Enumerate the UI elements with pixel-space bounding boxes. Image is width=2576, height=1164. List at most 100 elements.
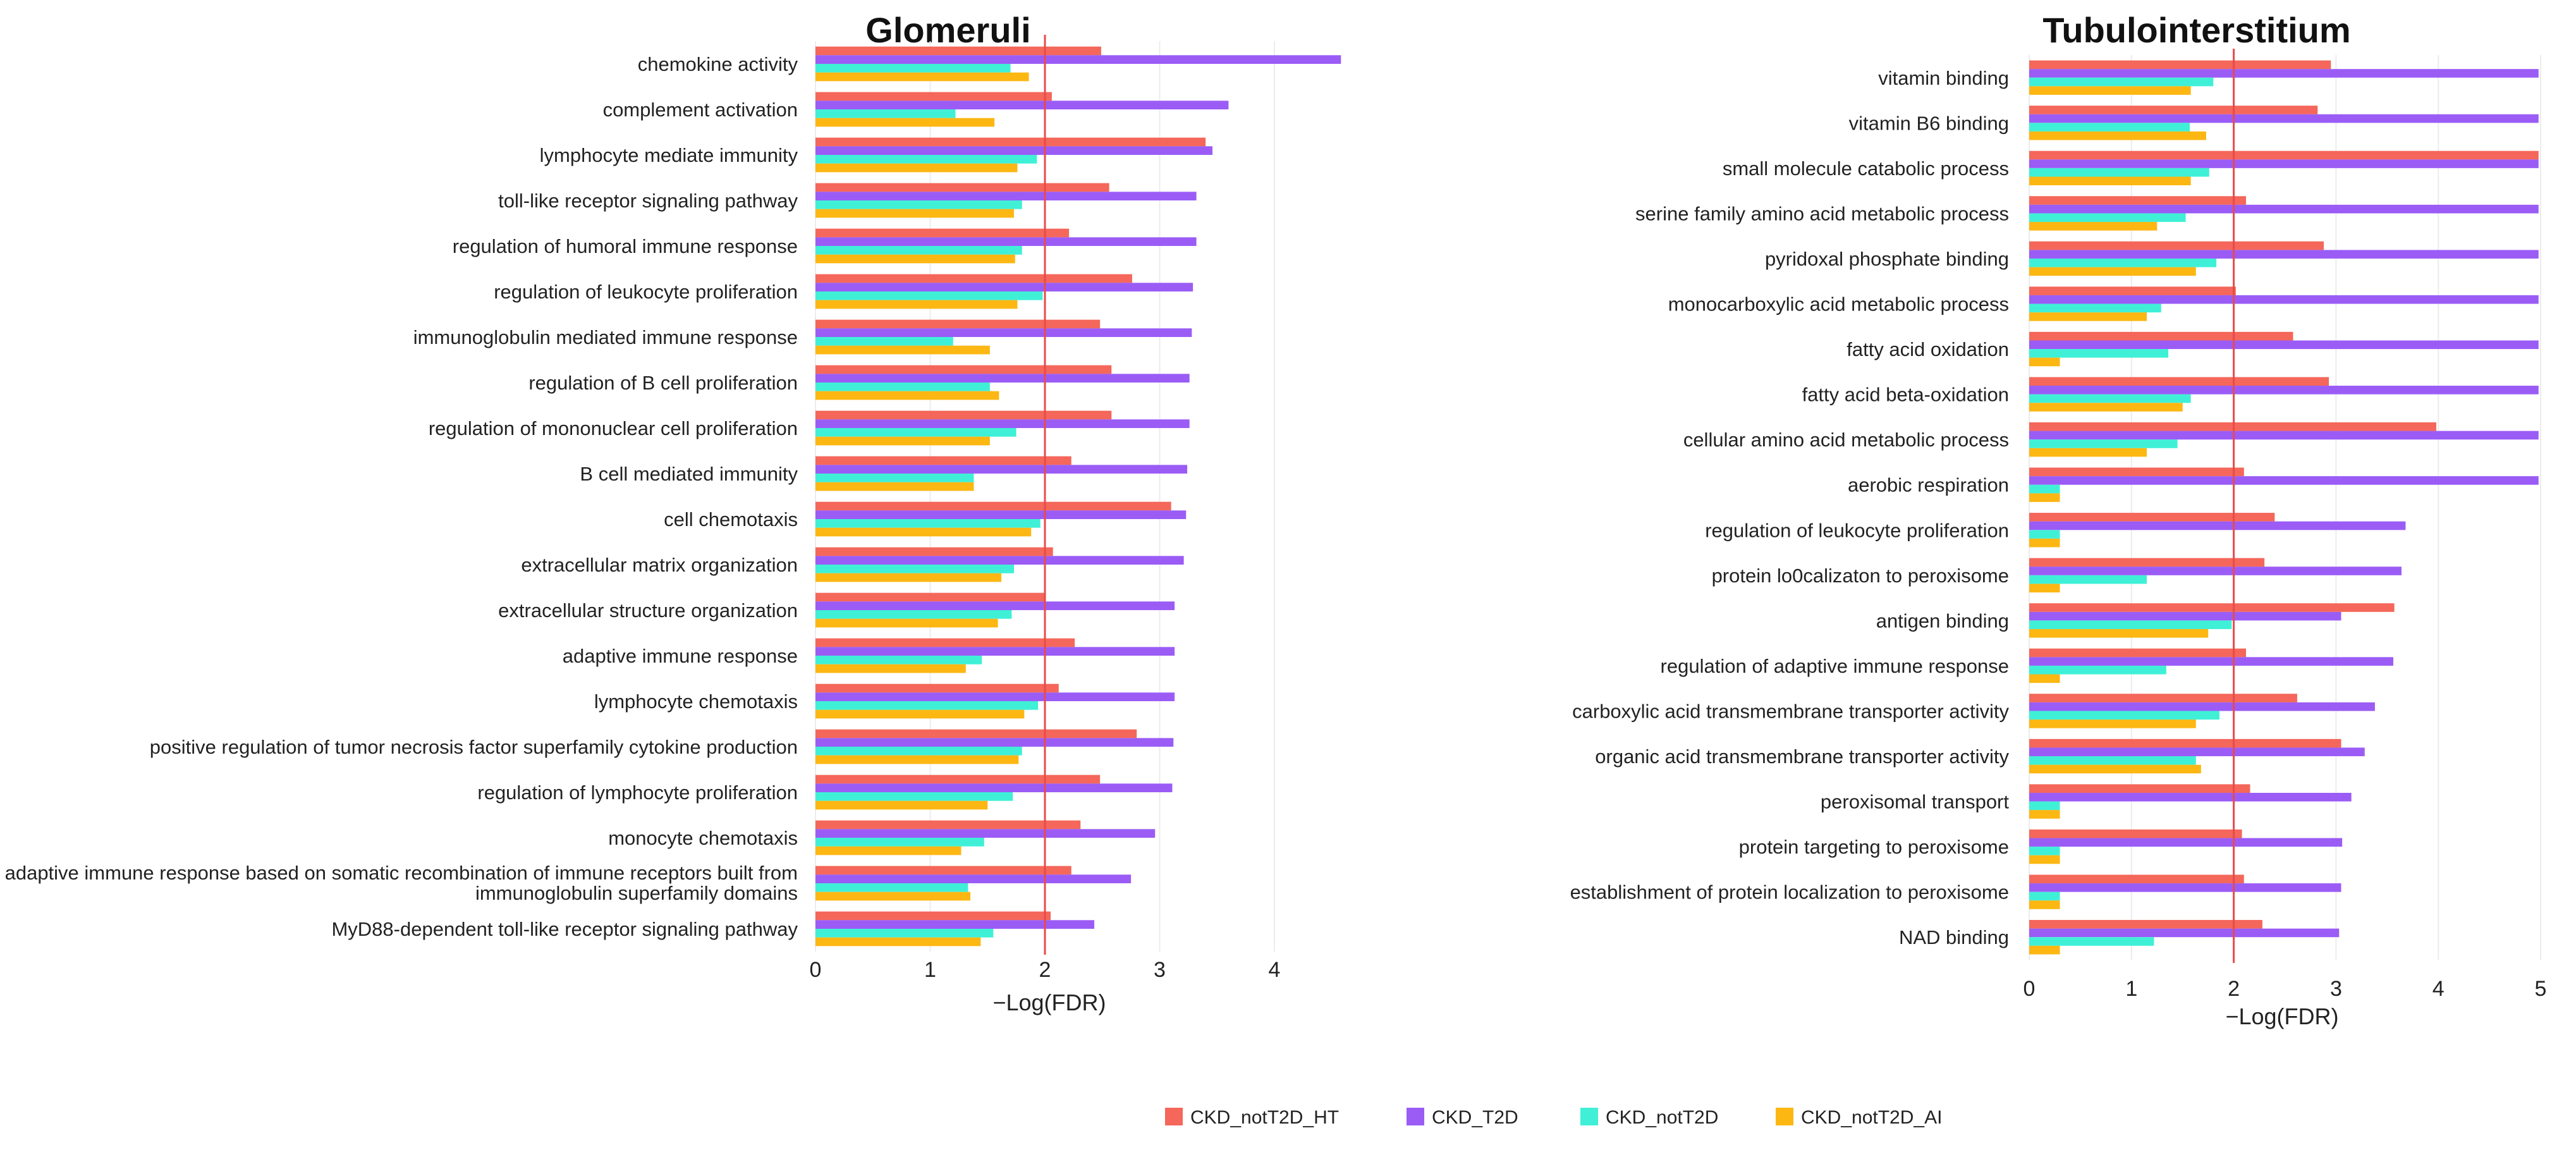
bar-ckd-nott2d-ht-15 <box>815 683 1059 693</box>
bar-ckd-t2d-8 <box>2029 386 2539 395</box>
bar-ckd-nott2d-15 <box>815 701 1039 710</box>
bar-ckd-t2d-13 <box>2029 611 2341 621</box>
bar-ckd-nott2d-ai-18 <box>2029 855 2060 864</box>
category-label: establishment of protein localization to… <box>1570 881 2009 904</box>
bar-ckd-nott2d-ht-16 <box>2029 738 2341 748</box>
bar-ckd-nott2d-4 <box>2029 213 2186 223</box>
bar-ckd-nott2d-20 <box>2029 937 2154 946</box>
bar-ckd-t2d-10 <box>815 465 1188 474</box>
bar-ckd-t2d-14 <box>815 647 1175 656</box>
bar-ckd-nott2d-ai-4 <box>815 209 1014 218</box>
bar-ckd-nott2d-ai-15 <box>815 709 1025 719</box>
bar-ckd-nott2d-ht-10 <box>815 456 1071 465</box>
bar-ckd-nott2d-9 <box>815 428 1016 437</box>
bar-ckd-nott2d-3 <box>815 155 1037 164</box>
category-label: toll-like receptor signaling pathway <box>498 190 798 212</box>
bar-ckd-nott2d-ai-11 <box>815 527 1032 537</box>
category-label: extracellular matrix organization <box>521 554 798 576</box>
category-label: cellular amino acid metabolic process <box>1683 429 2009 451</box>
bar-ckd-nott2d-ht-10 <box>2029 467 2244 477</box>
category-label: fatty acid beta-oxidation <box>1802 384 2009 406</box>
bar-ckd-nott2d-ht-20 <box>815 911 1051 921</box>
bar-ckd-nott2d-ai-3 <box>2029 176 2191 186</box>
category-label: extracellular structure organization <box>498 599 798 622</box>
bar-ckd-t2d-1 <box>2029 69 2539 78</box>
legend-label-ckd-nott2d: CKD_notT2D <box>1606 1107 1718 1128</box>
bar-ckd-nott2d-9 <box>2029 439 2178 448</box>
category-label-line: immunoglobulin superfamily domains <box>475 882 798 904</box>
glomeruli-panel: Glomeruli chemokine activity complement ac… <box>5 10 1341 1015</box>
bar-ckd-nott2d-15 <box>2029 711 2219 720</box>
category-label: aerobic respiration <box>1848 474 2009 496</box>
x-tick-label: 3 <box>1154 958 1166 982</box>
legend-swatch-ckd-nott2d-ai <box>1776 1108 1793 1125</box>
bar-ckd-nott2d-ai-3 <box>815 163 1018 173</box>
bar-ckd-nott2d-ht-1 <box>2029 60 2331 70</box>
bar-ckd-t2d-20 <box>815 920 1095 929</box>
bar-ckd-nott2d-17 <box>2029 801 2060 811</box>
category-label: carboxylic acid transmembrane transporte… <box>1572 700 2009 722</box>
bar-ckd-nott2d-8 <box>815 383 990 391</box>
bar-ckd-nott2d-ai-5 <box>2029 267 2196 276</box>
bar-ckd-nott2d-12 <box>815 565 1014 573</box>
bar-ckd-t2d-16 <box>815 738 1174 747</box>
category-label: monocarboxylic acid metabolic process <box>1668 293 2009 316</box>
category-label: lymphocyte mediate immunity <box>540 144 798 166</box>
bar-ckd-t2d-20 <box>2029 928 2340 938</box>
bar-ckd-nott2d-ai-9 <box>2029 448 2147 457</box>
x-tick-label: 0 <box>810 958 822 982</box>
bar-ckd-nott2d-ht-17 <box>2029 784 2250 793</box>
bar-ckd-nott2d-ai-8 <box>2029 403 2183 412</box>
bar-ckd-nott2d-ht-16 <box>815 729 1137 738</box>
bar-ckd-nott2d-2 <box>2029 123 2190 132</box>
legend-swatch-ckd-nott2d-ht <box>1165 1108 1183 1125</box>
bar-ckd-nott2d-ai-19 <box>2029 900 2060 909</box>
bar-ckd-nott2d-ht-1 <box>815 46 1101 56</box>
category-label: regulation of lymphocyte proliferation <box>477 781 798 804</box>
bar-ckd-nott2d-ai-10 <box>2029 493 2060 502</box>
x-tick-label: 1 <box>924 958 936 982</box>
bar-ckd-nott2d-14 <box>815 656 982 665</box>
bar-ckd-nott2d-ai-11 <box>2029 538 2060 548</box>
category-label: regulation of B cell proliferation <box>528 372 798 394</box>
bar-ckd-nott2d-ai-6 <box>815 300 1018 309</box>
bar-ckd-nott2d-ht-17 <box>815 775 1101 784</box>
bar-ckd-nott2d-ai-13 <box>815 618 998 628</box>
bar-ckd-nott2d-11 <box>815 519 1041 528</box>
bar-ckd-nott2d-ht-18 <box>815 820 1081 830</box>
bar-ckd-nott2d-ai-20 <box>2029 945 2060 955</box>
bar-ckd-t2d-11 <box>815 510 1187 519</box>
category-label: positive regulation of tumor necrosis fa… <box>150 736 798 758</box>
bar-ckd-t2d-7 <box>815 328 1192 337</box>
chart-title: Tubulointerstitium <box>2042 10 2350 50</box>
bar-ckd-nott2d-ai-1 <box>2029 86 2191 95</box>
bar-ckd-nott2d-13 <box>815 610 1012 619</box>
bar-ckd-nott2d-5 <box>815 246 1022 255</box>
bar-ckd-nott2d-ai-18 <box>815 846 961 855</box>
bar-ckd-nott2d-ht-14 <box>815 638 1075 647</box>
bar-ckd-nott2d-ai-7 <box>2029 357 2060 367</box>
category-label: regulation of humoral immune response <box>453 235 798 257</box>
bar-ckd-t2d-2 <box>815 101 1229 109</box>
bar-ckd-nott2d-19 <box>815 883 968 892</box>
bar-ckd-nott2d-ht-18 <box>2029 829 2242 838</box>
category-label: antigen binding <box>1876 610 2009 632</box>
legend-swatch-ckd-t2d <box>1407 1108 1424 1125</box>
category-label: immunoglobulin mediated immune response <box>413 326 798 348</box>
bar-ckd-nott2d-11 <box>2029 530 2060 539</box>
bar-ckd-nott2d-ai-5 <box>815 254 1015 264</box>
bar-ckd-nott2d-6 <box>2029 303 2161 313</box>
bar-ckd-nott2d-12 <box>2029 575 2147 584</box>
bar-ckd-nott2d-ai-17 <box>2029 810 2060 819</box>
bar-ckd-nott2d-ai-20 <box>815 937 981 947</box>
category-label: monocyte chemotaxis <box>608 827 798 849</box>
bar-ckd-nott2d-ht-4 <box>2029 196 2247 205</box>
category-label: serine family amino acid metabolic proce… <box>1635 202 2009 224</box>
bar-ckd-nott2d-ht-19 <box>815 866 1071 875</box>
bar-ckd-t2d-4 <box>2029 204 2539 214</box>
category-label: B cell mediated immunity <box>580 463 798 485</box>
bar-ckd-nott2d-ht-15 <box>2029 694 2297 702</box>
bar-ckd-nott2d-ai-7 <box>815 345 990 355</box>
